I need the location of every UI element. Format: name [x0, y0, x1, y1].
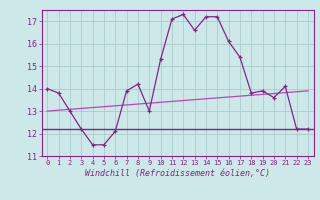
X-axis label: Windchill (Refroidissement éolien,°C): Windchill (Refroidissement éolien,°C)	[85, 169, 270, 178]
